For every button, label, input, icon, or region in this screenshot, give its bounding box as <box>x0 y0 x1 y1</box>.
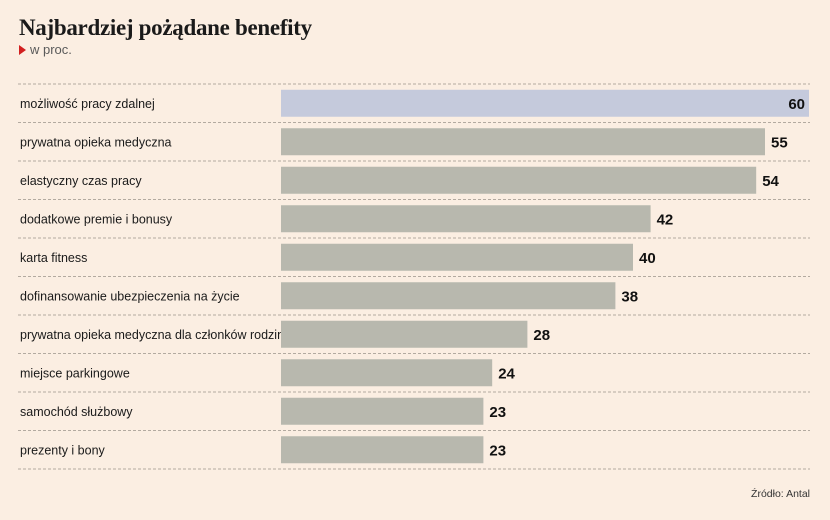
bar <box>281 320 528 348</box>
source-note: Źródło: Antal <box>751 488 810 500</box>
category-label: prywatna opieka medyczna <box>20 135 172 149</box>
bar <box>281 243 633 271</box>
bar <box>281 166 757 194</box>
category-label: prywatna opieka medyczna dla członków ro… <box>20 328 291 342</box>
value-label: 55 <box>771 134 788 151</box>
bar <box>281 128 765 156</box>
category-label: elastyczny czas pracy <box>20 174 142 188</box>
unit-label: w proc. <box>30 42 72 57</box>
bar <box>281 282 616 310</box>
bar <box>281 397 484 425</box>
value-label: 23 <box>489 442 506 459</box>
category-label: możliwość pracy zdalnej <box>20 97 155 111</box>
category-label: prezenty i bony <box>20 443 106 457</box>
value-label: 60 <box>788 96 805 113</box>
value-label: 28 <box>533 327 550 344</box>
chart-subtitle: w proc. <box>19 42 72 57</box>
bar <box>281 205 651 233</box>
red-triangle-icon <box>19 44 26 55</box>
chart-title: Najbardziej pożądane benefity <box>19 15 312 40</box>
category-label: dofinansowanie ubezpieczenia na życie <box>20 289 240 303</box>
bar-chart: możliwość pracy zdalnej 60 prywatna opieka… <box>18 83 810 470</box>
bar <box>281 359 493 387</box>
category-label: samochód służbowy <box>20 405 133 419</box>
bar <box>281 89 809 117</box>
bar <box>281 436 484 464</box>
value-label: 38 <box>621 288 638 305</box>
category-label: dodatkowe premie i bonusy <box>20 212 173 226</box>
category-label: karta fitness <box>20 251 87 265</box>
value-label: 40 <box>639 250 656 267</box>
value-label: 23 <box>489 404 506 421</box>
value-label: 54 <box>762 173 779 190</box>
value-label: 24 <box>498 365 515 382</box>
category-label: miejsce parkingowe <box>20 366 130 380</box>
value-label: 42 <box>657 211 674 228</box>
